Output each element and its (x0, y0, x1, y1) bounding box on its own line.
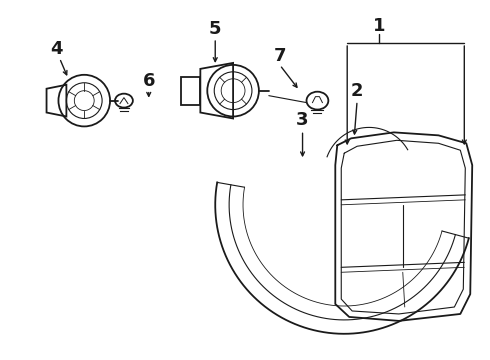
Text: 6: 6 (143, 72, 155, 90)
Text: 3: 3 (296, 112, 309, 130)
Text: 5: 5 (209, 20, 221, 38)
Text: 1: 1 (373, 17, 385, 35)
Text: 7: 7 (273, 47, 286, 65)
Text: 4: 4 (50, 40, 63, 58)
Text: 2: 2 (351, 82, 364, 100)
